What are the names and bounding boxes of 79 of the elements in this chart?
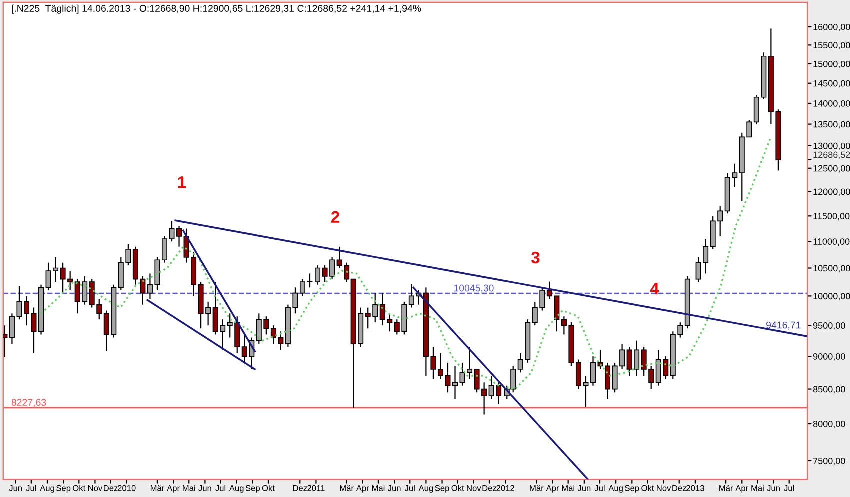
y-tick-label: 14000,00 (814, 100, 850, 108)
candlestick (590, 356, 596, 386)
x-tick-label: Mai (562, 485, 574, 492)
x-tick-label: 2011 (308, 485, 325, 492)
x-tick-label: Dez (104, 485, 118, 492)
x-tick-label: Nov (88, 485, 103, 492)
x-tick-label: Apr (356, 485, 370, 493)
y-tick-label: 8000,00 (813, 420, 846, 428)
x-tick-label: Jul (26, 485, 36, 492)
x-tick-label: 2010 (118, 485, 136, 492)
y-tick-label: 10500,00 (814, 265, 850, 273)
y-tick-label: 10000,00 (814, 293, 850, 301)
x-tick-label: Sep (246, 485, 260, 493)
y-tick-label: 13000,00 (814, 142, 850, 150)
x-tick-label: Mär (150, 485, 165, 492)
ref-line-label: 8227,63 (12, 399, 46, 408)
x-tick-label: Mai (372, 485, 385, 492)
x-tick-label: Aug (40, 485, 54, 493)
y-tick-label: 12686,52 (814, 152, 850, 160)
y-tick-label: 9500,00 (813, 322, 846, 330)
x-tick-label: Aug (418, 485, 434, 493)
x-tick-label: Dez (293, 485, 308, 492)
x-tick-label: Mär (720, 485, 734, 492)
x-tick-label: Jun (9, 485, 22, 492)
x-tick-label: Nov (467, 485, 482, 492)
y-tick-label: 9000,00 (813, 354, 846, 361)
x-tick-label: Jun (578, 485, 591, 492)
y-tick-label: 16000,00 (814, 24, 850, 32)
x-tick-label: Apr (167, 485, 180, 493)
x-tick-label: Nov (657, 485, 672, 492)
x-tick-label: Okt (262, 485, 275, 492)
candlestick (452, 366, 458, 400)
x-tick-label: Sep (435, 485, 450, 493)
x-tick-label: Sep (625, 485, 640, 493)
y-tick-label: 12500,00 (814, 165, 850, 173)
y-tick-label: 11000,00 (814, 238, 850, 246)
x-tick-label: Aug (608, 485, 623, 493)
x-tick-label: Okt (452, 485, 464, 492)
x-tick-label: 2013 (686, 485, 704, 492)
x-tick-label: Dez (482, 485, 496, 492)
y-tick-label: 11500,00 (814, 213, 850, 221)
y-tick-label: 15500,00 (814, 42, 850, 50)
y-tick-label: 8500,00 (813, 386, 846, 394)
x-tick-label: Apr (546, 485, 560, 493)
x-tick-label: 2012 (496, 485, 514, 492)
annotation: 3 (531, 252, 540, 264)
x-tick-label: Mär (530, 485, 544, 492)
annotation: 1 (178, 176, 186, 188)
y-tick-label: 7500,00 (814, 458, 846, 466)
annotation: 9416,71 (766, 322, 801, 330)
y-tick-label: 15000,00 (814, 60, 850, 68)
x-tick-label: Jul (784, 485, 794, 492)
x-tick-label: Jun (388, 485, 401, 492)
candlestick (24, 296, 30, 326)
y-tick-label: 12000,00 (814, 188, 850, 196)
candlestick (460, 362, 466, 386)
chart-title: [.N225 Täglich] 14.06.2013 - O:12668,90 H:12900,65 L:12629,31 C:12686,52 +241,14 +1,94% (12, 4, 422, 14)
annotation: 2 (331, 211, 340, 223)
ref-line-label: 10045,30 (454, 284, 494, 293)
y-tick-label: 14500,00 (814, 80, 850, 88)
candlestick (315, 264, 321, 286)
x-tick-label: Jul (216, 485, 226, 492)
x-tick-label: Jun (198, 485, 212, 492)
x-tick-label: Apr (736, 485, 748, 493)
x-tick-label: Jul (404, 485, 415, 492)
y-tick-label: 13500,00 (814, 121, 850, 129)
x-tick-label: Mai (752, 485, 764, 492)
x-tick-label: Aug (229, 485, 244, 493)
x-tick-label: Jul (594, 485, 605, 492)
x-tick-label: Mai (183, 485, 196, 492)
x-tick-label: Okt (642, 485, 654, 492)
x-tick-label: Mär (340, 485, 354, 492)
x-tick-label: Dez (672, 485, 686, 492)
candlestick (467, 346, 473, 380)
candlestick (162, 236, 168, 264)
x-tick-label: Okt (73, 485, 86, 492)
x-tick-label: Sep (56, 485, 71, 493)
annotation: 4 (650, 283, 660, 294)
x-tick-label: Jun (767, 485, 780, 492)
